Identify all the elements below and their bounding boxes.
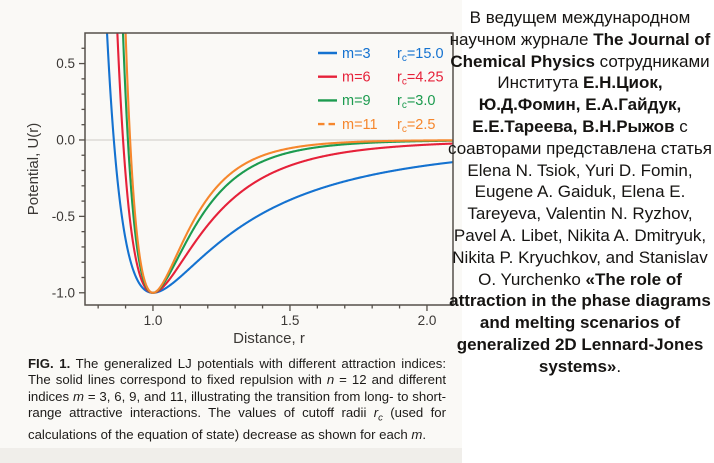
legend: m=3 rc=15.0 m=6 rc=4.25 m=9 rc=3.0 m=11 rc=2.5: [318, 46, 444, 135]
plot-curves: [105, 33, 453, 294]
legend-rc-m=6: rc=4.25: [397, 70, 444, 88]
caption-segment-8: (used for calculations of the equation o…: [28, 405, 446, 443]
caption-segment-0: FIG. 1.: [28, 356, 71, 371]
y-axis-title: Potential, U(r): [25, 123, 42, 216]
caption-segment-4: m: [72, 388, 84, 404]
lj-potential-chart: 1.0 1.5 2.0 0.5 0.0 -0.5 -1.0 Distance, r Potent…: [0, 0, 462, 352]
article-segment-1: The Journal of Chemical Physics: [450, 29, 711, 71]
legend-rc-m=9: rc=3.0: [397, 93, 435, 111]
chart-canvas: 1.0 1.5 2.0 0.5 0.0 -0.5 -1.0 Distance, r Potent…: [25, 32, 454, 347]
legend-label-m=3: m=3: [342, 46, 371, 62]
article-announcement-text: В ведущем международном научном журнале …: [447, 7, 713, 378]
caption-segment-9: m: [411, 427, 423, 443]
figure-caption: FIG. 1. The generalized LJ potentials wi…: [28, 356, 446, 444]
curve-m=6: [116, 33, 453, 294]
legend-label-m=11: m=11: [342, 117, 378, 133]
axis-ticks: [79, 47, 428, 311]
svg-text:-1.0: -1.0: [52, 285, 75, 300]
svg-text:1.0: 1.0: [144, 313, 163, 328]
legend-rc-m=3: rc=15.0: [397, 46, 444, 64]
article-segment-6: .: [616, 356, 622, 376]
plot-frame: [84, 32, 454, 306]
article-segment-2: сотрудниками Института: [497, 51, 710, 93]
article-segment-5: «The role of attraction in the phase dia…: [449, 269, 711, 376]
caption-segment-2: n: [326, 372, 335, 388]
svg-text:1.5: 1.5: [281, 313, 300, 328]
x-tick-labels: 1.0 1.5 2.0: [144, 313, 437, 328]
curve-m=11: [124, 33, 453, 294]
y-tick-labels: 0.5 0.0 -0.5 -1.0: [52, 56, 75, 300]
legend-label-m=6: m=6: [342, 70, 371, 86]
article-segment-3: Е.Н.Циок, Ю.Д.Фомин, Е.А.Гайдук, Е.Е.Тар…: [472, 73, 682, 136]
legend-rc-m=11: rc=2.5: [397, 117, 435, 135]
article-segment-4: с соавторами представлена статья Elena N…: [448, 116, 712, 289]
svg-text:0.5: 0.5: [56, 56, 75, 71]
caption-segment-6: r: [373, 405, 379, 421]
caption-segment-1: The generalized LJ potentials with diffe…: [28, 356, 446, 388]
svg-text:-0.5: -0.5: [52, 209, 75, 224]
article-segment-0: В ведущем международном научном журнале: [449, 8, 691, 49]
scan-bottom-edge: [0, 448, 462, 463]
svg-text:0.0: 0.0: [56, 132, 75, 147]
caption-segment-7: c: [378, 412, 383, 424]
caption-segment-10: .: [422, 427, 427, 443]
legend-label-m=9: m=9: [342, 93, 371, 109]
caption-segment-5: = 3, 6, 9, and 11, illustrating the tran…: [28, 388, 446, 421]
svg-text:2.0: 2.0: [418, 313, 437, 328]
figure-scan-area: 1.0 1.5 2.0 0.5 0.0 -0.5 -1.0 Distance, r Potent…: [0, 0, 462, 463]
caption-segment-3: = 12 and different indices: [28, 372, 446, 404]
x-axis-title: Distance, r: [233, 330, 305, 347]
